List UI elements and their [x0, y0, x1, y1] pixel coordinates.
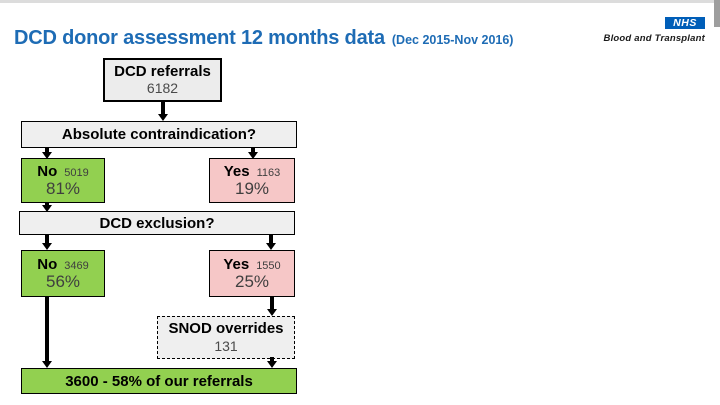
node-question-dcd-exclusion: DCD exclusion?: [19, 211, 295, 235]
arrow-down-icon: [266, 297, 278, 316]
arrow-down-icon: [265, 235, 277, 250]
node-q1-yes: Yes 1163 19%: [209, 158, 295, 203]
decision-percent: 81%: [45, 178, 81, 198]
node-dcd-referrals: DCD referrals 6182: [103, 58, 222, 102]
decision-label: No: [37, 162, 58, 180]
node-question-absolute-contraindication: Absolute contraindication?: [21, 121, 297, 148]
decision-count: 1163: [256, 166, 281, 179]
page-subtitle: (Dec 2015-Nov 2016): [391, 33, 514, 47]
nhs-logo-icon: NHS: [665, 17, 705, 29]
arrow-down-icon: [266, 357, 278, 368]
decision-line: Yes 1550: [223, 256, 280, 273]
page-title: DCD donor assessment 12 months data: [14, 27, 385, 49]
decision-label: No: [37, 255, 58, 273]
nhs-org-name: Blood and Transplant: [603, 33, 705, 44]
result-label: 3600 - 58% of our referrals: [65, 372, 253, 390]
node-result: 3600 - 58% of our referrals: [21, 368, 297, 394]
decision-percent: 19%: [234, 178, 270, 198]
question-label: DCD exclusion?: [99, 214, 215, 232]
decision-count: 1550: [256, 259, 281, 272]
decision-label: Yes: [223, 255, 250, 273]
slide-header: DCD donor assessment 12 months data (Dec…: [14, 27, 513, 50]
arrow-down-icon: [41, 203, 53, 212]
decision-label: Yes: [223, 162, 250, 180]
node-q1-no: No 5019 81%: [21, 158, 105, 203]
arrow-down-icon: [41, 148, 53, 159]
top-right-corner-tab: [714, 0, 720, 27]
top-edge-strip: [0, 0, 720, 3]
decision-count: 3469: [64, 259, 89, 272]
node-value: 6182: [146, 80, 179, 97]
node-snod-overrides: SNOD overrides 131: [157, 316, 295, 359]
node-q2-yes: Yes 1550 25%: [209, 250, 295, 297]
decision-line: No 3469: [37, 256, 88, 273]
decision-percent: 25%: [234, 271, 270, 291]
decision-line: No 5019: [37, 163, 88, 180]
node-value: 131: [214, 337, 238, 354]
arrow-down-icon: [247, 148, 259, 159]
arrow-down-icon: [157, 102, 169, 121]
decision-line: Yes 1163: [224, 163, 281, 180]
node-label: DCD referrals: [114, 62, 211, 80]
arrow-down-icon: [41, 235, 53, 250]
decision-count: 5019: [64, 166, 89, 179]
arrow-down-icon: [41, 297, 53, 368]
question-label: Absolute contraindication?: [61, 126, 257, 143]
node-q2-no: No 3469 56%: [21, 250, 105, 297]
nhs-logo: NHS Blood and Transplant: [604, 13, 705, 44]
node-label: SNOD overrides: [168, 320, 284, 338]
decision-percent: 56%: [45, 271, 81, 291]
